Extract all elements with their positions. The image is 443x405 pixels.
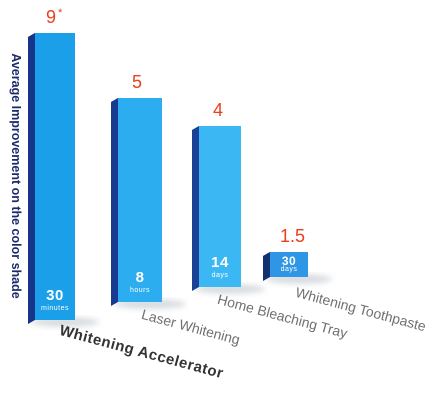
y-axis-label: Average Improvement on the color shade xyxy=(9,53,23,299)
duration-number: 30 xyxy=(281,254,297,268)
bar xyxy=(270,252,308,277)
bar-value-label: 1.5 xyxy=(280,226,305,247)
value-text: 4 xyxy=(213,100,224,120)
duration-unit: minutes xyxy=(40,305,69,312)
value-footnote-mark: * xyxy=(58,7,63,19)
value-text: 9 xyxy=(46,7,57,27)
bar-side xyxy=(28,33,35,324)
duration-number: 30 xyxy=(46,287,64,304)
duration-unit: days xyxy=(211,272,229,279)
bar-value-label: 9 * xyxy=(46,7,62,28)
duration-number: 14 xyxy=(211,254,229,271)
bar-value-label: 4 xyxy=(213,100,223,121)
bar xyxy=(118,98,162,302)
duration-number: 8 xyxy=(135,269,145,286)
value-text: 1.5 xyxy=(280,226,306,246)
duration-unit: days xyxy=(280,266,298,273)
bar-side xyxy=(192,126,199,291)
bar xyxy=(35,33,75,320)
bar xyxy=(199,126,241,287)
duration-unit: hours xyxy=(129,287,150,294)
bar-side xyxy=(111,98,118,306)
bar-side xyxy=(263,252,270,281)
value-text: 5 xyxy=(132,72,143,92)
bar-value-label: 5 xyxy=(132,72,142,93)
